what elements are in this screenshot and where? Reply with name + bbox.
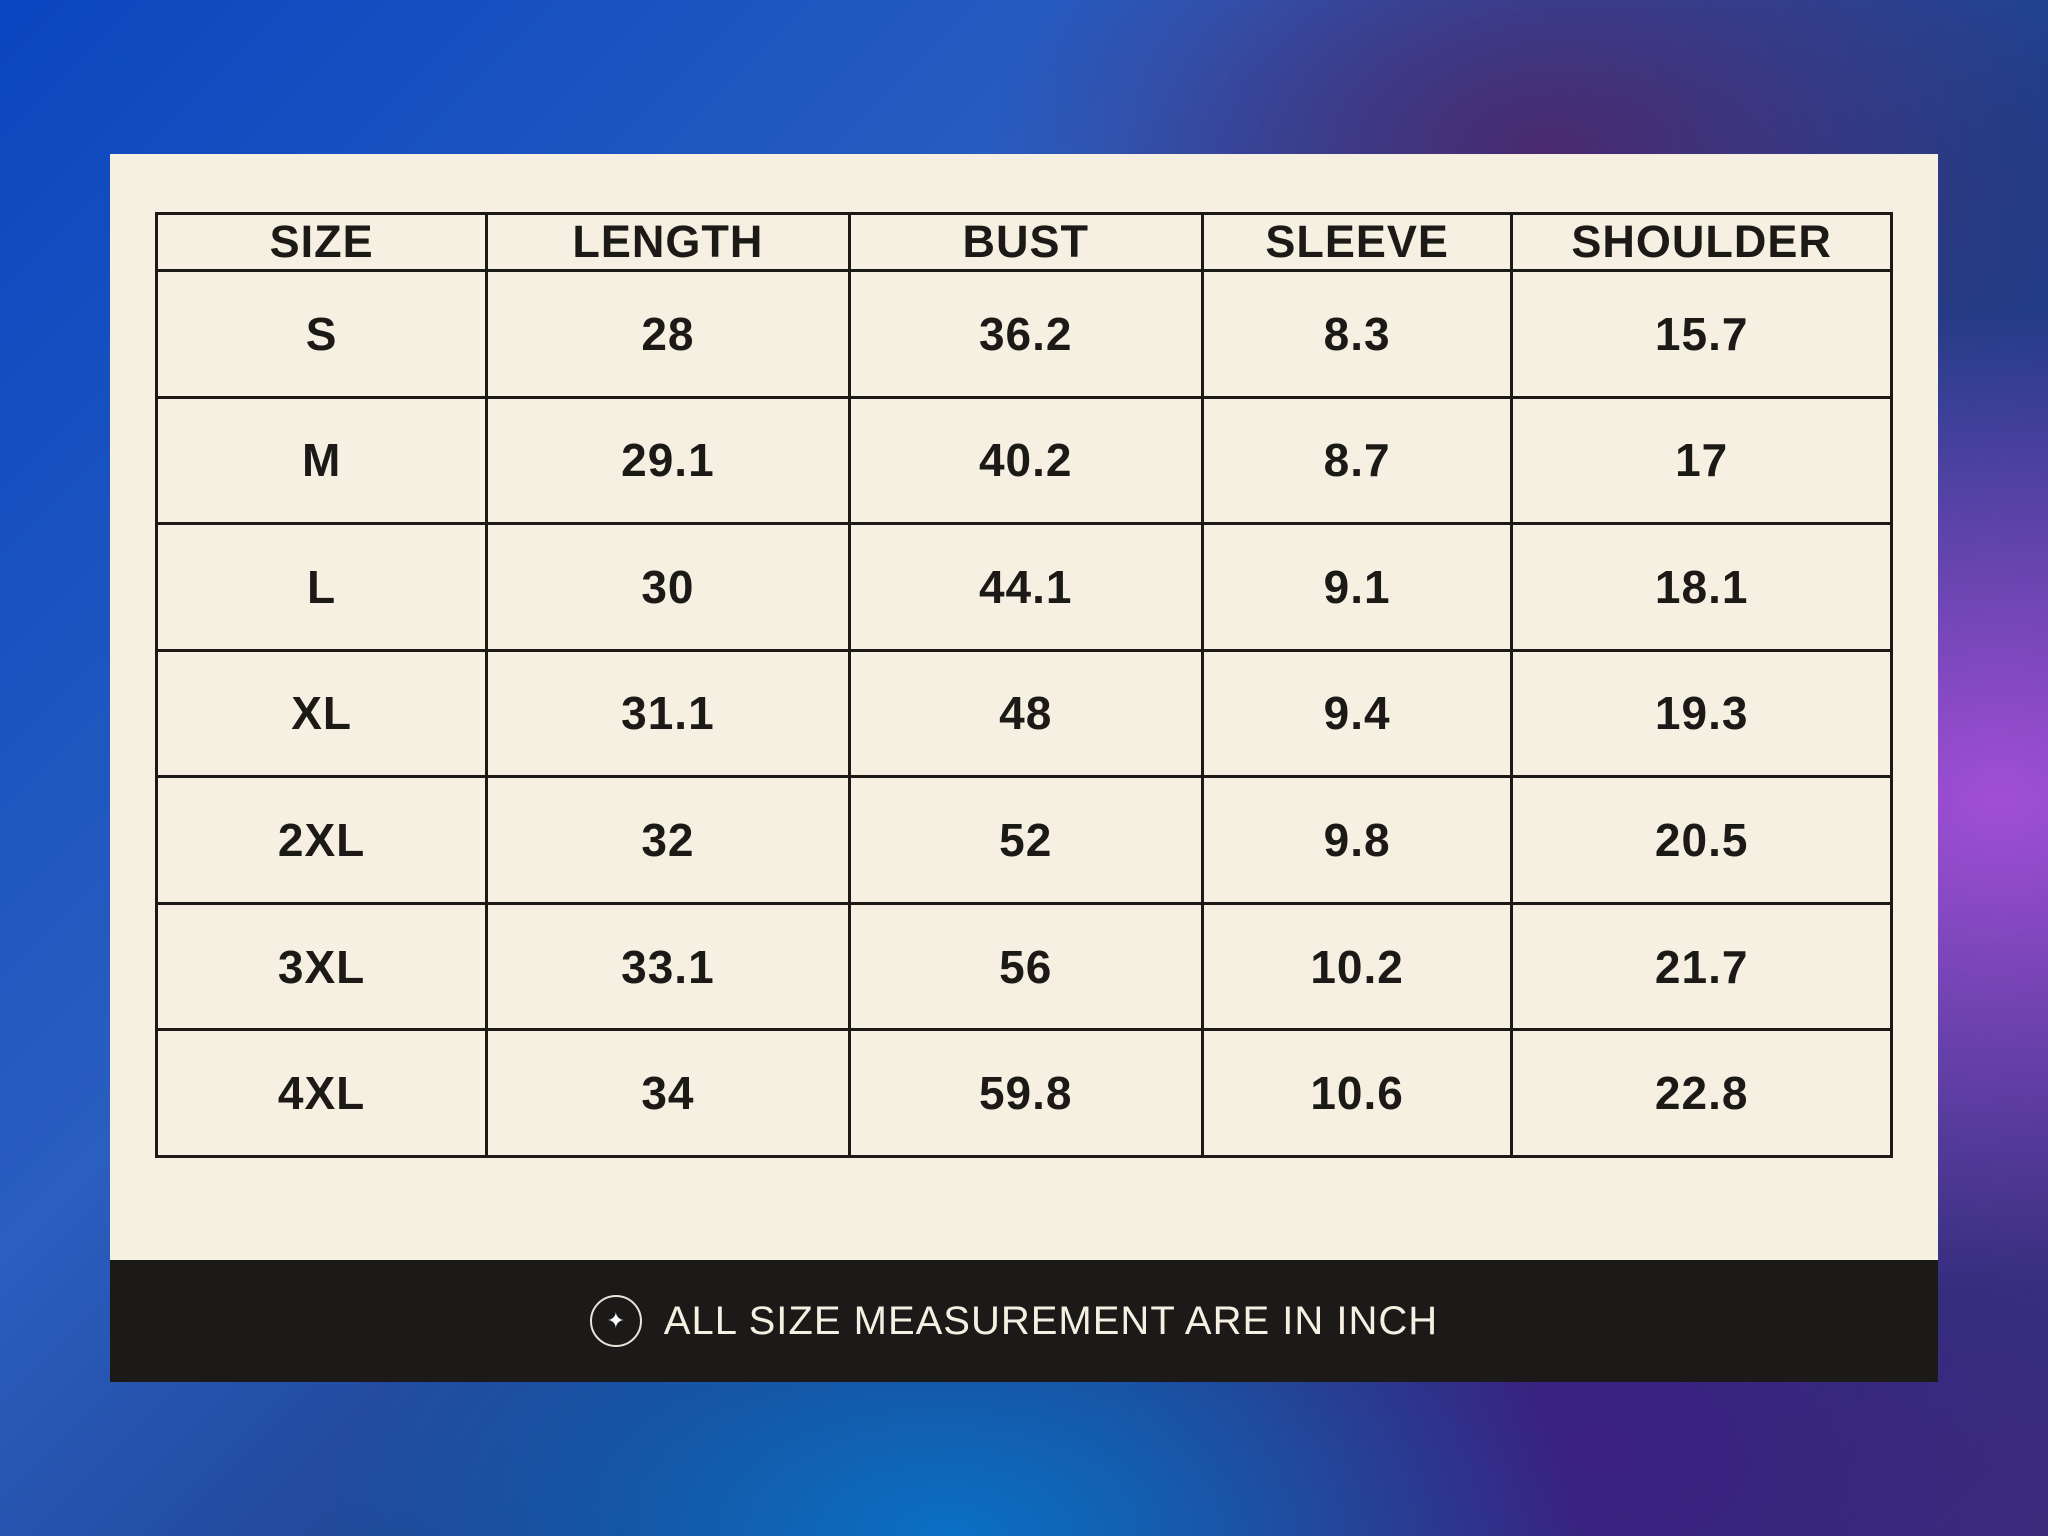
cell-length: 33.1: [485, 901, 851, 1032]
sparkle-icon: ✦: [589, 1295, 642, 1347]
cell-sleeve: 9.8: [1200, 775, 1514, 905]
size-table: SIZE LENGTH BUST SLEEVE SHOULDER S 28 36.2 8.3 1…: [154, 212, 1893, 1158]
column-header-sleeve: SLEEVE: [1200, 212, 1514, 272]
cell-sleeve: 9.1: [1200, 522, 1514, 652]
cell-size: XL: [154, 648, 489, 779]
table-row: S 28 36.2 8.3 15.7: [154, 269, 1893, 399]
cell-sleeve: 8.3: [1200, 269, 1514, 399]
cell-bust: 48: [847, 648, 1204, 779]
column-header-length: LENGTH: [485, 212, 851, 272]
cell-sleeve: 10.6: [1200, 1028, 1514, 1158]
size-chart-card: SIZE LENGTH BUST SLEEVE SHOULDER S 28 36.2 8.3 1…: [110, 154, 1938, 1382]
cell-length: 31.1: [485, 648, 851, 779]
cell-shoulder: 18.1: [1510, 522, 1893, 652]
header-row: SIZE LENGTH BUST SLEEVE SHOULDER: [154, 212, 1893, 272]
cell-bust: 44.1: [847, 522, 1204, 652]
cell-size: L: [154, 522, 489, 652]
cell-bust: 59.8: [847, 1028, 1204, 1158]
cell-length: 32: [485, 775, 851, 905]
cell-bust: 52: [847, 775, 1204, 905]
cell-bust: 36.2: [847, 269, 1204, 399]
cell-size: 4XL: [154, 1028, 489, 1158]
column-header-size: SIZE: [154, 212, 489, 272]
cell-length: 30: [485, 522, 851, 652]
measurement-note: ALL SIZE MEASUREMENT ARE IN INCH: [663, 1298, 1439, 1343]
cell-bust: 40.2: [847, 395, 1204, 526]
footer-bar: ✦ ALL SIZE MEASUREMENT ARE IN INCH: [110, 1260, 1938, 1382]
cell-shoulder: 22.8: [1510, 1028, 1893, 1158]
table-row: 4XL 34 59.8 10.6 22.8: [154, 1028, 1893, 1158]
table-row: 3XL 33.1 56 10.2 21.7: [154, 901, 1893, 1032]
column-header-bust: BUST: [847, 212, 1204, 272]
table-row: 2XL 32 52 9.8 20.5: [154, 775, 1893, 905]
cell-size: S: [154, 269, 489, 399]
cell-shoulder: 15.7: [1510, 269, 1893, 399]
cell-size: M: [154, 395, 489, 526]
table-row: M 29.1 40.2 8.7 17: [154, 395, 1893, 526]
cell-sleeve: 9.4: [1200, 648, 1514, 779]
cell-length: 34: [485, 1028, 851, 1158]
table-row: L 30 44.1 9.1 18.1: [154, 522, 1893, 652]
cell-shoulder: 19.3: [1510, 648, 1893, 779]
cell-length: 28: [485, 269, 851, 399]
cell-sleeve: 10.2: [1200, 901, 1514, 1032]
column-header-shoulder: SHOULDER: [1510, 212, 1893, 272]
cell-length: 29.1: [485, 395, 851, 526]
cell-bust: 56: [847, 901, 1204, 1032]
table-row: XL 31.1 48 9.4 19.3: [154, 648, 1893, 779]
cell-shoulder: 21.7: [1510, 901, 1893, 1032]
cell-shoulder: 20.5: [1510, 775, 1893, 905]
cell-shoulder: 17: [1510, 395, 1893, 526]
cell-size: 2XL: [154, 775, 489, 905]
cell-sleeve: 8.7: [1200, 395, 1514, 526]
cell-size: 3XL: [154, 901, 489, 1032]
